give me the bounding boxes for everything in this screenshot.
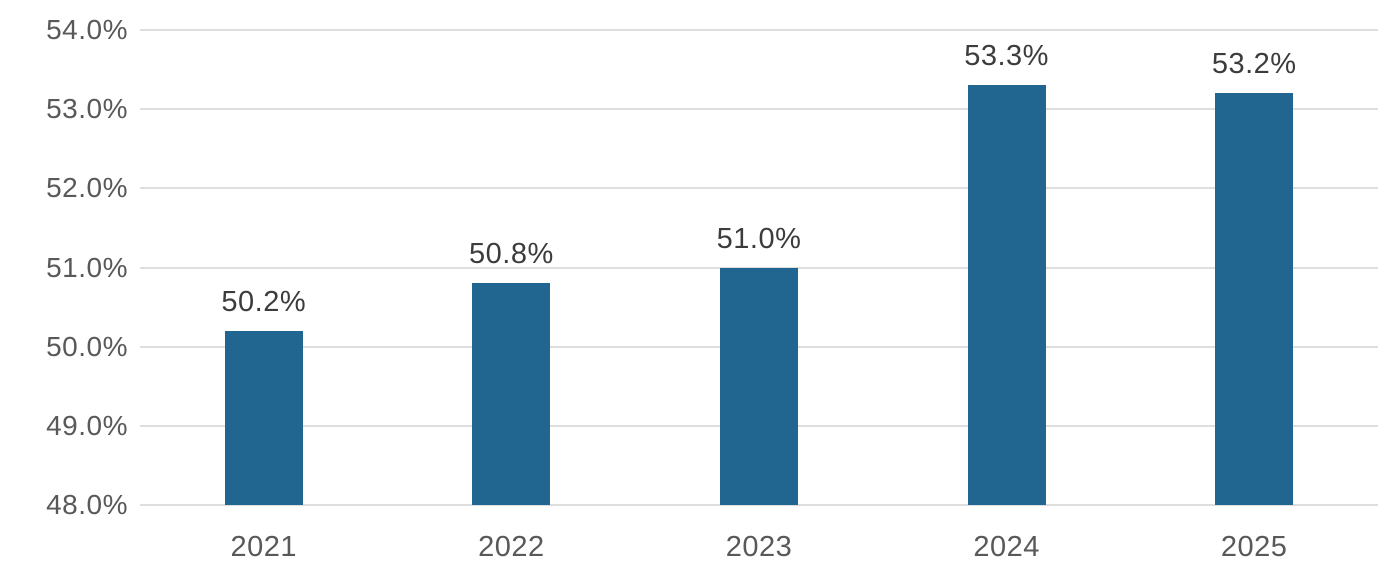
bar-value-label: 50.8% xyxy=(469,238,554,271)
x-tick-label: 2024 xyxy=(973,531,1040,563)
y-tick-label: 49.0% xyxy=(46,409,128,441)
y-tick-label: 51.0% xyxy=(46,251,128,283)
gridline xyxy=(140,29,1378,31)
bar-value-label: 51.0% xyxy=(716,222,802,255)
y-tick-label: 48.0% xyxy=(46,489,128,520)
gridline xyxy=(140,504,1378,506)
x-tick-label: 2021 xyxy=(230,531,298,563)
bar-value-label: 50.2% xyxy=(221,285,307,318)
y-tick-label: 50.0% xyxy=(46,330,128,362)
gridline xyxy=(140,108,1378,111)
y-tick-label: 52.0% xyxy=(46,172,128,204)
bar-2025 xyxy=(1215,93,1294,505)
x-tick-label: 2022 xyxy=(478,531,545,563)
bar-2021 xyxy=(224,330,303,505)
bar-2024 xyxy=(967,85,1046,505)
bar-2023 xyxy=(720,267,798,505)
x-tick-label: 2023 xyxy=(725,531,793,563)
bar-2022 xyxy=(472,283,551,505)
y-tick-label: 54.0% xyxy=(46,14,128,45)
y-tick-label: 53.0% xyxy=(46,93,128,125)
bar-value-label: 53.3% xyxy=(964,40,1049,73)
gridline xyxy=(140,187,1378,190)
x-tick-label: 2025 xyxy=(1220,531,1288,563)
bar-value-label: 53.2% xyxy=(1211,48,1297,81)
